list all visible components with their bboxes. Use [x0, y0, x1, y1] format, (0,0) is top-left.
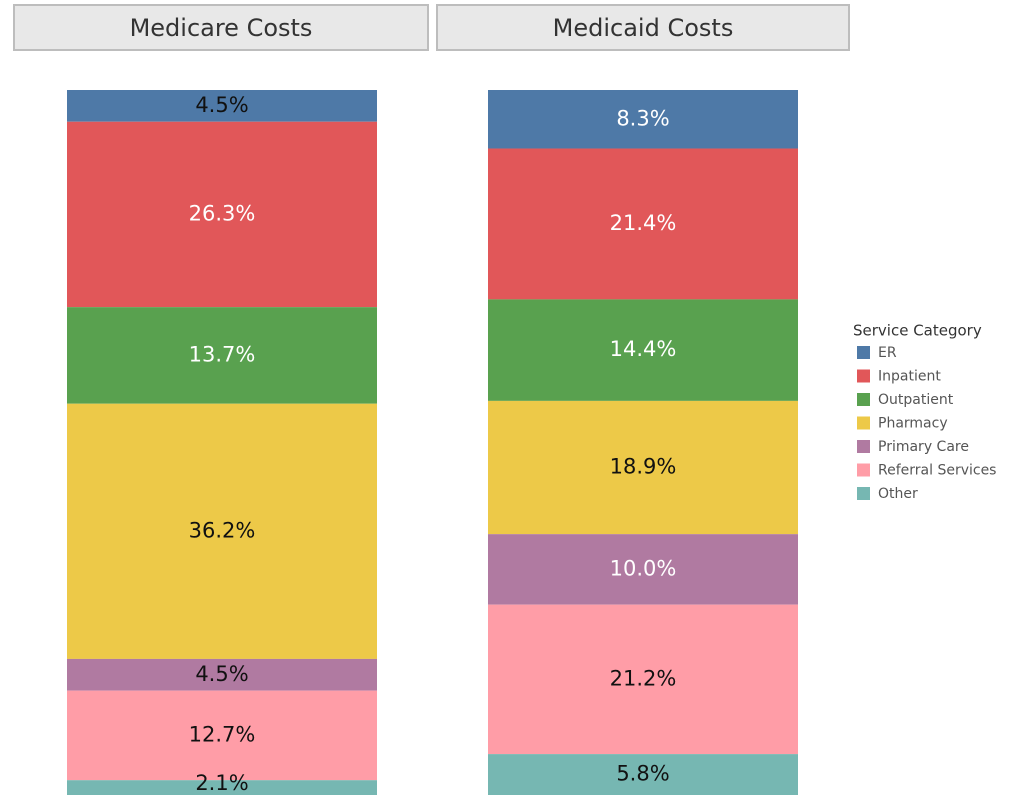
bar-segment: [67, 690, 377, 781]
legend-swatch: [857, 440, 870, 453]
bar-segment: [488, 90, 798, 149]
bar-segment: [67, 121, 377, 308]
data-label: 26.3%: [189, 201, 256, 225]
legend-label: ER: [878, 345, 897, 361]
panel-header: [13, 4, 429, 51]
data-label: 14.4%: [610, 337, 677, 361]
bar-segment: [488, 534, 798, 605]
bar-segment: [67, 658, 377, 691]
legend-title: Service Category: [853, 322, 982, 340]
bar-segment: [67, 90, 377, 122]
data-label: 18.9%: [610, 455, 677, 479]
data-label: 12.7%: [189, 722, 256, 746]
data-label: 13.7%: [189, 342, 256, 366]
legend-swatch: [857, 346, 870, 359]
data-label: 2.1%: [195, 771, 248, 795]
data-label: 21.2%: [610, 666, 677, 690]
bar-segment: [488, 148, 798, 300]
legend-label: Other: [878, 486, 918, 502]
data-label: 36.2%: [189, 518, 256, 542]
panel-header: [436, 4, 850, 51]
legend-label: Outpatient: [878, 392, 954, 408]
bar-segment: [488, 754, 798, 795]
data-label: 10.0%: [610, 556, 677, 580]
panel-title: Medicare Costs: [130, 14, 313, 42]
legend-label: Inpatient: [878, 369, 941, 385]
panel-title: Medicaid Costs: [553, 14, 734, 42]
bar-segment: [67, 307, 377, 404]
bar-segment: [67, 780, 377, 795]
data-label: 4.5%: [195, 93, 248, 117]
legend-swatch: [857, 463, 870, 477]
bar-segment: [488, 604, 798, 755]
legend-label: Referral Services: [878, 463, 996, 479]
legend-swatch: [857, 393, 870, 406]
legend-swatch: [857, 369, 870, 383]
legend-label: Primary Care: [878, 439, 969, 455]
data-label: 4.5%: [195, 662, 248, 686]
data-label: 21.4%: [610, 211, 677, 235]
data-label: 5.8%: [616, 762, 669, 786]
bar-segment: [488, 299, 798, 401]
legend-swatch: [857, 487, 870, 500]
legend-swatch: [857, 416, 870, 430]
bar-segment: [67, 403, 377, 659]
bar-segment: [488, 400, 798, 535]
data-label: 8.3%: [616, 106, 669, 130]
legend-label: Pharmacy: [878, 416, 948, 432]
